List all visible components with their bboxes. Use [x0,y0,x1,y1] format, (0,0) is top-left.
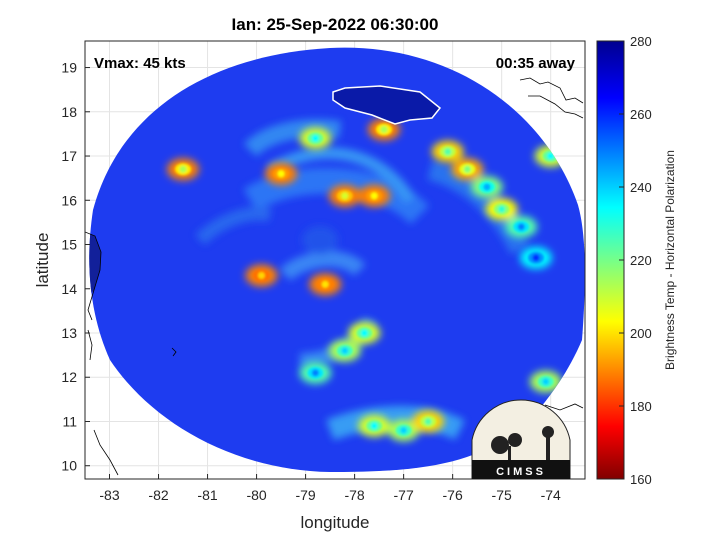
colorbar-tick-label: 180 [630,399,652,414]
convective-cell-core [444,148,452,156]
convective-cell-core [483,183,491,191]
convective-cell-core [370,422,378,430]
convective-cell-core [311,369,319,377]
logo-text: CIMSS [496,466,546,478]
convective-cell-core [517,223,525,231]
x-tick-label: -79 [295,487,315,503]
y-tick-label: 18 [61,104,77,120]
convective-cell-core [341,347,349,355]
colorbar-tick-label: 240 [630,180,652,195]
axes-frame [84,40,586,480]
satellite-dish-icon [491,436,509,454]
convective-cell-core [498,205,506,213]
convective-cell-core [542,378,550,386]
y-tick-label: 15 [61,237,77,253]
colorbar-tick-label: 260 [630,107,652,122]
convective-cell-core [424,417,432,425]
coastlines [85,77,584,476]
colorbar: 160 180 200 220 240 260 280 Brightness Temp - … [596,34,677,487]
convective-cell-core [179,165,187,173]
jamaica-land [333,86,440,124]
y-tick-label: 10 [61,458,77,474]
water-tower-icon [546,430,550,460]
colorbar-tick-label: 200 [630,326,652,341]
colorbar-tick-label: 280 [630,34,652,49]
convective-cell-core [463,165,471,173]
y-tick-label: 19 [61,60,77,76]
y-tick-label: 11 [62,413,77,429]
convective-cell-core [370,192,378,200]
convective-cell-core [321,280,329,288]
colorbar-tick-label: 160 [630,472,652,487]
x-axis-label: longitude [300,513,369,532]
convective-cell-core [547,152,555,160]
x-tick-label: -80 [246,487,266,503]
y-axis-label: latitude [33,233,52,288]
convective-cell-core [277,170,285,178]
colorbar-label: Brightness Temp - Horizontal Polarizatio… [663,150,677,370]
x-tick-label: -81 [197,487,217,503]
y-tick-label: 13 [61,325,77,341]
figure-title: Ian: 25-Sep-2022 06:30:00 [232,15,439,34]
y-tick-label: 16 [61,192,77,208]
convective-cell-core [360,329,368,337]
colorbar-tick-label: 220 [630,253,652,268]
cimss-logo: CIMSS [471,399,571,480]
x-tick-label: -83 [99,487,119,503]
convective-cell-core [311,134,319,142]
jamaica-coastline [332,85,442,125]
y-axis: 10 11 12 13 14 15 16 17 18 19 [61,60,90,474]
convective-cell-core [380,125,388,133]
central-america-land [89,232,101,300]
y-tick-label: 14 [61,281,77,297]
y-tick-label: 17 [61,148,77,164]
vmax-annotation: Vmax: 45 kts [94,55,186,72]
x-tick-label: -77 [394,487,414,503]
x-tick-label: -82 [148,487,168,503]
y-tick-label: 12 [61,369,77,385]
convective-cell-core [341,192,349,200]
convective-cell-core [532,254,540,262]
x-tick-label: -75 [492,487,512,503]
x-axis: -83 -82 -81 -80 -79 -78 -77 -76 -75 -74 [99,474,561,503]
x-tick-label: -74 [541,487,561,503]
time-away-annotation: 00:35 away [496,55,576,72]
convective-cell-core [257,271,265,279]
x-tick-label: -76 [443,487,463,503]
x-tick-label: -78 [344,487,364,503]
microwave-swath [89,47,585,472]
convective-cell-core [400,426,408,434]
